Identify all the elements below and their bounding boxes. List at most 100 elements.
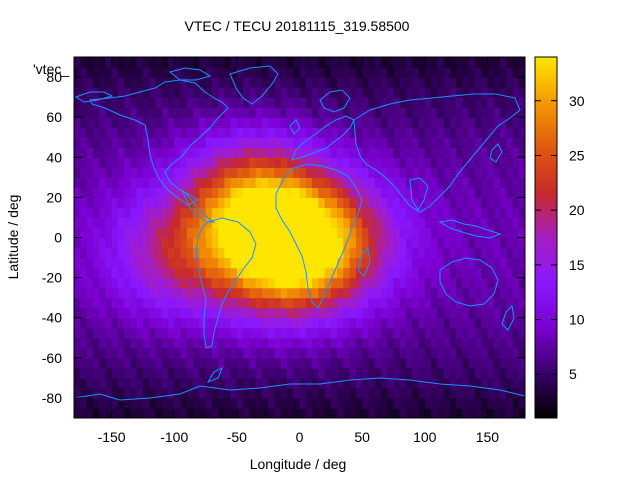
- heat-cell: [255, 147, 263, 158]
- heat-cell: [149, 187, 157, 198]
- heat-cell: [224, 207, 232, 219]
- heat-cell: [174, 257, 182, 269]
- heat-cell: [305, 137, 313, 148]
- heat-cell: [218, 197, 225, 209]
- heat-cell: [462, 147, 470, 158]
- heat-cell: [405, 77, 413, 88]
- heat-cell: [180, 167, 188, 178]
- heat-cell: [456, 277, 463, 289]
- heat-cell: [111, 277, 119, 289]
- heat-cell: [167, 207, 175, 219]
- heat-cell: [243, 177, 250, 188]
- heat-cell: [236, 387, 244, 399]
- heat-cell: [349, 127, 357, 138]
- heat-cell: [343, 257, 351, 269]
- heat-cell: [205, 207, 213, 219]
- heat-cell: [343, 67, 351, 78]
- heat-cell: [268, 217, 276, 229]
- heat-cell: [255, 287, 263, 299]
- x-tick-label: 0: [296, 429, 304, 445]
- heat-cell: [280, 357, 288, 369]
- heat-cell: [236, 237, 244, 249]
- heat-cell: [261, 77, 269, 88]
- heat-cell: [343, 87, 351, 98]
- heat-cell: [312, 407, 319, 418]
- heat-cell: [405, 397, 413, 409]
- heat-cell: [255, 97, 263, 108]
- heat-cell: [380, 357, 388, 369]
- heat-cell: [86, 97, 94, 108]
- heat-cell: [243, 197, 250, 209]
- heat-cell: [186, 87, 194, 98]
- heat-cell: [499, 157, 507, 168]
- heat-cell: [268, 227, 276, 239]
- heat-cell: [161, 317, 169, 329]
- heat-cell: [286, 137, 294, 148]
- heat-cell: [512, 97, 520, 108]
- heat-cell: [349, 57, 357, 68]
- heat-cell: [368, 367, 376, 379]
- heat-cell: [105, 307, 113, 319]
- heat-cell: [318, 307, 326, 319]
- heat-cell: [343, 267, 351, 279]
- heat-cell: [399, 97, 407, 108]
- heat-cell: [111, 137, 119, 148]
- heat-cell: [174, 157, 182, 168]
- heat-cell: [349, 317, 357, 329]
- heat-cell: [431, 347, 438, 359]
- heat-cell: [380, 347, 388, 359]
- heat-cell: [362, 237, 369, 249]
- heat-cell: [437, 407, 445, 418]
- heat-cell: [405, 67, 413, 78]
- heat-cell: [99, 377, 106, 389]
- heat-cell: [362, 357, 369, 369]
- heat-cell: [431, 227, 438, 239]
- heat-cell: [512, 247, 520, 259]
- heat-cell: [142, 217, 150, 229]
- heat-cell: [155, 357, 163, 369]
- heat-cell: [180, 67, 188, 78]
- heat-cell: [431, 357, 438, 369]
- heat-cell: [174, 177, 182, 188]
- heat-cell: [405, 167, 413, 178]
- heat-cell: [130, 297, 138, 309]
- heat-cell: [449, 87, 457, 98]
- heat-cell: [218, 347, 225, 359]
- heat-cell: [74, 197, 81, 209]
- heat-cell: [418, 247, 426, 259]
- heat-cell: [493, 347, 501, 359]
- heat-cell: [318, 217, 326, 229]
- heat-cell: [243, 267, 250, 279]
- heat-cell: [92, 407, 100, 418]
- heat-cell: [243, 87, 250, 98]
- heat-cell: [80, 357, 88, 369]
- heat-cell: [424, 357, 432, 369]
- heat-cell: [493, 237, 501, 249]
- heat-cell: [255, 357, 263, 369]
- heat-cell: [243, 217, 250, 229]
- heat-cell: [343, 277, 351, 289]
- heat-cell: [174, 347, 182, 359]
- heat-cell: [167, 57, 175, 68]
- heat-cell: [236, 117, 244, 128]
- heat-cell: [393, 77, 401, 88]
- heat-cell: [418, 207, 426, 219]
- heat-cell: [255, 57, 263, 68]
- heat-cell: [449, 117, 457, 128]
- heat-cell: [399, 297, 407, 309]
- heat-cell: [368, 167, 376, 178]
- heat-cell: [443, 247, 451, 259]
- heat-cell: [117, 57, 125, 68]
- heat-cell: [111, 57, 119, 68]
- heat-cell: [167, 87, 175, 98]
- heat-cell: [142, 187, 150, 198]
- heat-cell: [468, 227, 476, 239]
- heat-cell: [512, 147, 520, 158]
- heat-cell: [393, 357, 401, 369]
- heat-cell: [387, 247, 395, 259]
- heat-cell: [99, 137, 106, 148]
- heat-cell: [330, 57, 338, 68]
- heat-cell: [74, 267, 81, 279]
- heat-cell: [468, 317, 476, 329]
- heat-cell: [117, 317, 125, 329]
